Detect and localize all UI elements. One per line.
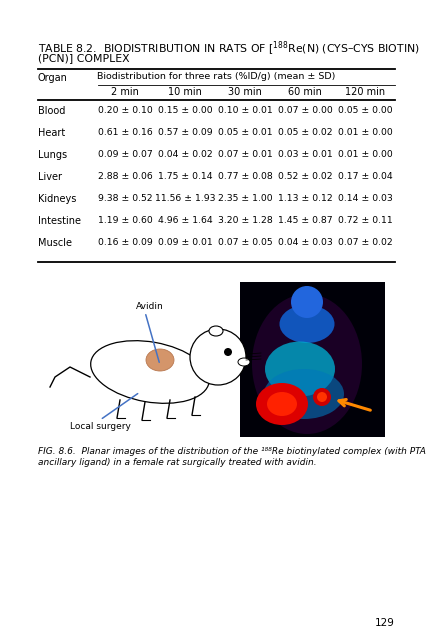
Circle shape: [313, 388, 331, 406]
Text: (PCN)] COMPLEX: (PCN)] COMPLEX: [38, 53, 130, 63]
Text: 0.61 ± 0.16: 0.61 ± 0.16: [98, 128, 153, 137]
Text: 0.52 ± 0.02: 0.52 ± 0.02: [278, 172, 332, 181]
Circle shape: [190, 329, 246, 385]
Bar: [35, 282, 245, 437]
Text: 0.03 ± 0.01: 0.03 ± 0.01: [278, 150, 332, 159]
Text: 0.16 ± 0.09: 0.16 ± 0.09: [98, 238, 153, 247]
Text: 129: 129: [375, 618, 395, 628]
Text: 0.05 ± 0.01: 0.05 ± 0.01: [218, 128, 272, 137]
Text: 0.15 ± 0.00: 0.15 ± 0.00: [158, 106, 212, 115]
Ellipse shape: [252, 294, 362, 434]
Ellipse shape: [209, 326, 223, 336]
Text: Local surgery: Local surgery: [70, 422, 131, 431]
Text: 2.88 ± 0.06: 2.88 ± 0.06: [98, 172, 153, 181]
Text: 0.07 ± 0.05: 0.07 ± 0.05: [218, 238, 272, 247]
Text: 0.05 ± 0.02: 0.05 ± 0.02: [278, 128, 332, 137]
Circle shape: [224, 348, 232, 356]
Text: Blood: Blood: [38, 106, 65, 116]
Ellipse shape: [91, 340, 209, 403]
Text: Heart: Heart: [38, 128, 65, 138]
Ellipse shape: [267, 392, 297, 416]
Text: 0.07 ± 0.01: 0.07 ± 0.01: [218, 150, 272, 159]
Text: ancillary ligand) in a female rat surgically treated with avidin.: ancillary ligand) in a female rat surgic…: [38, 458, 317, 467]
Ellipse shape: [146, 349, 174, 371]
Text: 0.77 ± 0.08: 0.77 ± 0.08: [218, 172, 272, 181]
Text: 10 min: 10 min: [168, 87, 202, 97]
Text: 1.45 ± 0.87: 1.45 ± 0.87: [278, 216, 332, 225]
Text: Avidin: Avidin: [136, 302, 164, 311]
Text: 0.14 ± 0.03: 0.14 ± 0.03: [338, 194, 392, 203]
Text: 60 min: 60 min: [288, 87, 322, 97]
Bar: [240, 282, 385, 437]
Text: 0.10 ± 0.01: 0.10 ± 0.01: [218, 106, 272, 115]
Text: 9.38 ± 0.52: 9.38 ± 0.52: [98, 194, 153, 203]
Text: Kidneys: Kidneys: [38, 194, 76, 204]
Text: 0.07 ± 0.00: 0.07 ± 0.00: [278, 106, 332, 115]
Ellipse shape: [238, 358, 250, 366]
Text: 0.04 ± 0.02: 0.04 ± 0.02: [158, 150, 213, 159]
Text: 0.04 ± 0.03: 0.04 ± 0.03: [278, 238, 332, 247]
Text: TABLE 8.2.  BIODISTRIBUTION IN RATS OF [$^{188}$Re(N) (CYS–CYS BIOTIN): TABLE 8.2. BIODISTRIBUTION IN RATS OF [$…: [38, 40, 420, 58]
Ellipse shape: [265, 342, 335, 397]
Ellipse shape: [256, 383, 308, 425]
Text: 30 min: 30 min: [228, 87, 262, 97]
Text: 120 min: 120 min: [345, 87, 385, 97]
Text: 11.56 ± 1.93: 11.56 ± 1.93: [155, 194, 215, 203]
Text: 0.09 ± 0.07: 0.09 ± 0.07: [98, 150, 153, 159]
Text: FIG. 8.6.  Planar images of the distribution of the ¹⁸⁸Re biotinylated complex (: FIG. 8.6. Planar images of the distribut…: [38, 447, 426, 456]
Text: 2.35 ± 1.00: 2.35 ± 1.00: [218, 194, 272, 203]
Text: 1.19 ± 0.60: 1.19 ± 0.60: [98, 216, 153, 225]
Text: 0.05 ± 0.00: 0.05 ± 0.00: [338, 106, 392, 115]
Text: Liver: Liver: [38, 172, 62, 182]
Text: Lungs: Lungs: [38, 150, 67, 160]
Text: 0.57 ± 0.09: 0.57 ± 0.09: [158, 128, 212, 137]
Ellipse shape: [279, 305, 334, 343]
Text: 0.01 ± 0.00: 0.01 ± 0.00: [338, 150, 392, 159]
Text: 0.09 ± 0.01: 0.09 ± 0.01: [158, 238, 213, 247]
Text: Muscle: Muscle: [38, 238, 72, 248]
Text: 1.75 ± 0.14: 1.75 ± 0.14: [158, 172, 212, 181]
Text: Organ: Organ: [38, 73, 68, 83]
Text: Biodistribution for three rats (%ID/g) (mean ± SD): Biodistribution for three rats (%ID/g) (…: [97, 72, 336, 81]
Ellipse shape: [264, 369, 344, 419]
Text: 2 min: 2 min: [111, 87, 139, 97]
Text: Intestine: Intestine: [38, 216, 81, 226]
Text: 1.13 ± 0.12: 1.13 ± 0.12: [278, 194, 332, 203]
Text: 0.01 ± 0.00: 0.01 ± 0.00: [338, 128, 392, 137]
Text: 4.96 ± 1.64: 4.96 ± 1.64: [158, 216, 213, 225]
Text: 0.20 ± 0.10: 0.20 ± 0.10: [98, 106, 153, 115]
Text: 0.07 ± 0.02: 0.07 ± 0.02: [338, 238, 392, 247]
Circle shape: [291, 286, 323, 318]
Text: 0.72 ± 0.11: 0.72 ± 0.11: [338, 216, 392, 225]
Text: 3.20 ± 1.28: 3.20 ± 1.28: [218, 216, 272, 225]
Text: 0.17 ± 0.04: 0.17 ± 0.04: [338, 172, 392, 181]
Circle shape: [317, 392, 327, 402]
